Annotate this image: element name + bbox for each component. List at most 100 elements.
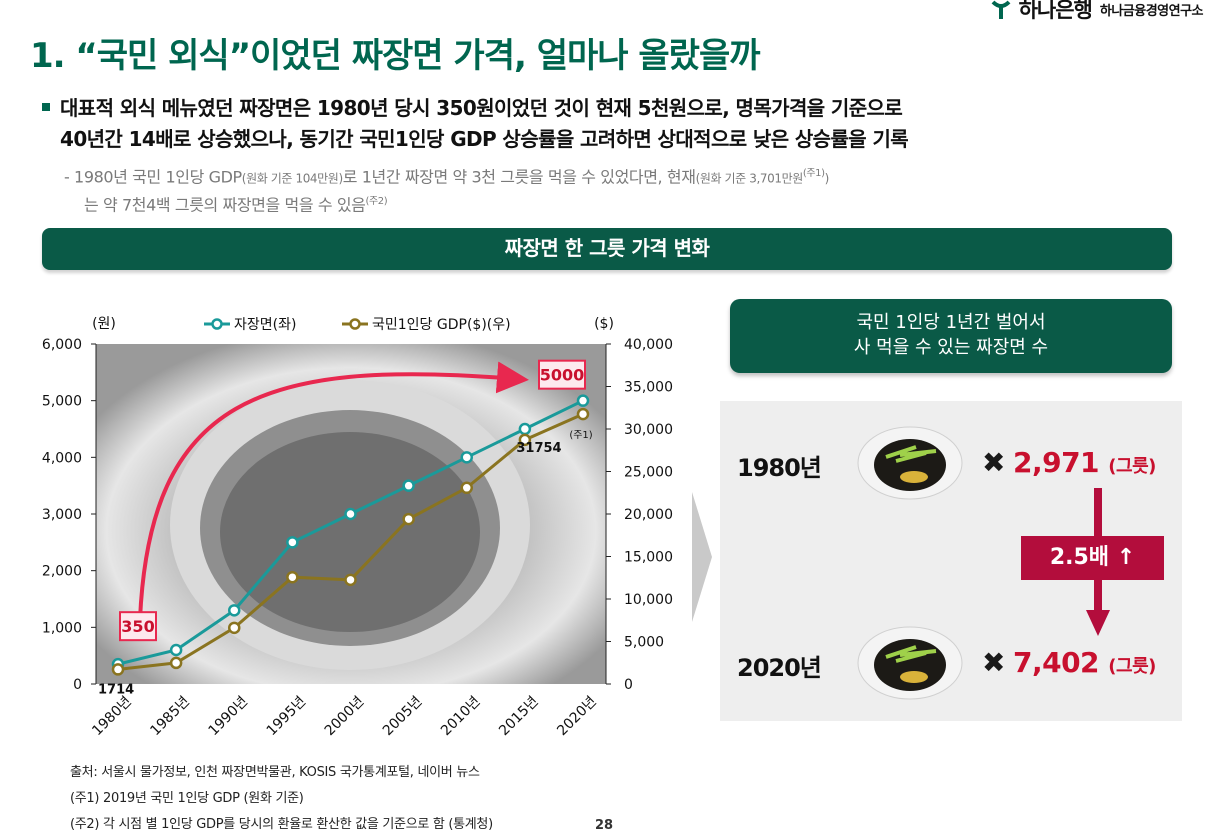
up-arrow-icon: ↑ <box>1116 545 1136 570</box>
sub-bullet: - 1980년 국민 1인당 GDP(원화 기준 104만원)로 1년간 짜장면… <box>64 162 1194 218</box>
left-tick-label: 4,000 <box>42 450 82 466</box>
times-icon: ✖ <box>982 646 1005 679</box>
chevron-right-icon <box>692 492 712 622</box>
sub-text-a2: (원화 기준 104만원) <box>241 171 343 186</box>
gdp-end-label: 31754 <box>516 441 561 456</box>
data-point-0 <box>228 604 241 617</box>
right-tick-label: 15,000 <box>624 550 673 566</box>
multiplier-value: 2.5배 <box>1049 545 1110 570</box>
end-value-label: 5000 <box>540 366 585 385</box>
count-2020: 7,402 <box>1012 646 1100 679</box>
row-year-2020: 2020년 <box>737 654 822 682</box>
right-axis-unit: ($) <box>594 316 614 332</box>
start-value-box <box>119 611 157 642</box>
x-tick-label: 1990년 <box>205 694 251 740</box>
legend-swatch-marker <box>211 318 223 330</box>
left-tick-label: 0 <box>73 677 82 693</box>
right-tick-label: 20,000 <box>624 507 673 523</box>
gdp-end-note: (주1) <box>569 430 592 441</box>
data-point-1 <box>228 621 241 635</box>
sub-line-2: 는 약 7천4백 그릇의 짜장면을 먹을 수 있음(주2) <box>64 190 1194 217</box>
data-point-1 <box>460 481 473 495</box>
sub-text-b2: (주2) <box>365 196 388 208</box>
footnote-1: (주1) 2019년 국민 1인당 GDP (원화 기준) <box>70 791 304 806</box>
data-point-0 <box>576 394 590 407</box>
right-tick-label: 5,000 <box>624 635 664 651</box>
x-tick-label: 1985년 <box>147 694 193 740</box>
section-banner: 짜장면 한 그릇 가격 변화 <box>42 228 1172 270</box>
data-point-0 <box>518 422 532 436</box>
row-year-1980: 1980년 <box>737 454 822 482</box>
growth-arrow <box>138 361 529 620</box>
data-point-1 <box>576 407 590 421</box>
sub-text-a6: ) <box>824 171 830 186</box>
data-point-0 <box>286 536 299 549</box>
x-tick-label: 2020년 <box>554 694 600 740</box>
legend-label: 국민1인당 GDP($)(우) <box>372 317 511 333</box>
right-tick-label: 35,000 <box>624 380 673 396</box>
right-panel-header: 국민 1인당 1년간 벌어서 사 먹을 수 있는 짜장면 수 <box>730 299 1172 373</box>
count-1980: 2,971 <box>1012 446 1100 479</box>
gdp-start-label: 1714 <box>98 682 134 697</box>
unit-2020: (그릇) <box>1108 656 1156 677</box>
left-tick-label: 1,000 <box>42 620 82 636</box>
chart-notes: 출처: 서울시 물가정보, 인천 짜장면박물관, KOSIS 국가통계포털, 네… <box>70 760 493 838</box>
brand-logo: 하나은행 하나금융경영연구소 <box>991 0 1204 24</box>
sub-text-b1: 는 약 7천4백 그릇의 짜장면을 먹을 수 있음 <box>84 195 366 215</box>
right-panel-title-1: 국민 1인당 1년간 벌어서 <box>856 312 1046 333</box>
source-note: 출처: 서울시 물가정보, 인천 짜장면박물관, KOSIS 국가통계포털, 네… <box>70 765 480 780</box>
summary-line-1: 대표적 외식 메뉴였던 짜장면은 1980년 당시 350원이었던 것이 현재 … <box>60 96 903 120</box>
right-tick-label: 0 <box>624 677 633 693</box>
bullet-square-icon <box>42 102 50 111</box>
sub-text-a4: (원화 기준 3,701만원 <box>695 171 804 186</box>
bank-name: 하나은행 <box>1018 0 1093 22</box>
legend-swatch-marker <box>349 318 361 330</box>
data-point-1 <box>344 573 357 587</box>
jjajang-bowl-icon <box>857 626 963 700</box>
x-tick-label: 1995년 <box>264 694 310 740</box>
price-gdp-line-chart: 0 1,000 2,000 3,000 4,000 5,000 6,000 0 5,000 10,… <box>42 316 673 740</box>
right-tick-label: 30,000 <box>624 422 673 438</box>
sub-text-a5: (주1) <box>802 168 825 179</box>
page-number: 28 <box>595 818 614 833</box>
data-point-1 <box>111 663 125 676</box>
left-tick-label: 3,000 <box>42 507 82 523</box>
x-tick-label: 1980년 <box>89 694 135 740</box>
right-tick-label: 10,000 <box>624 592 673 608</box>
data-point-1 <box>518 433 532 447</box>
institute-name: 하나금융경영연구소 <box>1099 3 1204 19</box>
x-tick-label: 2000년 <box>322 694 368 740</box>
jjajang-bowl-icon <box>857 426 963 500</box>
footnote-2: (주2) 각 시점 별 1인당 GDP를 당시의 환율로 환산한 값을 기준으로… <box>70 817 493 832</box>
legend-label: 자장면(좌) <box>234 317 296 333</box>
data-point-0 <box>402 479 415 492</box>
x-tick-label: 2015년 <box>496 694 542 740</box>
data-point-1 <box>402 512 415 526</box>
right-tick-label: 40,000 <box>624 337 673 353</box>
data-point-0 <box>460 451 473 464</box>
unit-1980: (그릇) <box>1108 456 1156 477</box>
left-tick-label: 2,000 <box>42 564 82 580</box>
start-value-label: 350 <box>121 617 154 636</box>
sub-text-a1: - 1980년 국민 1인당 GDP <box>64 167 242 187</box>
left-tick-label: 5,000 <box>42 394 82 410</box>
row-count-2020: ✖ 7,402 (그릇) <box>982 646 1156 679</box>
data-point-1 <box>169 656 183 670</box>
data-point-0 <box>169 643 183 657</box>
hana-logo-icon <box>991 0 1010 19</box>
times-icon: ✖ <box>982 446 1005 479</box>
data-point-1 <box>286 570 299 584</box>
sub-text-a3: 로 1년간 짜장면 약 3천 그릇을 먹을 수 있었다면, 현재 <box>342 167 696 187</box>
summary-bullet: 대표적 외식 메뉴였던 짜장면은 1980년 당시 350원이었던 것이 현재 … <box>42 93 1192 155</box>
right-tick-label: 25,000 <box>624 465 673 481</box>
x-tick-label: 2005년 <box>380 694 426 740</box>
row-count-1980: ✖ 2,971 (그릇) <box>982 446 1156 479</box>
x-tick-label: 2010년 <box>438 694 484 740</box>
summary-line-2: 40년간 14배로 상승했으나, 동기간 국민1인당 GDP 상승률을 고려하면… <box>60 127 909 151</box>
left-axis-unit: (원) <box>92 316 116 332</box>
data-point-0 <box>344 507 357 521</box>
right-panel-title-2: 사 먹을 수 있는 짜장면 수 <box>853 337 1049 358</box>
end-value-box <box>538 359 586 390</box>
multiplier-badge: 2.5배 ↑ <box>1021 536 1164 580</box>
page-title: 1. “국민 외식”이었던 짜장면 가격, 얼마나 올랐을까 <box>30 36 761 76</box>
